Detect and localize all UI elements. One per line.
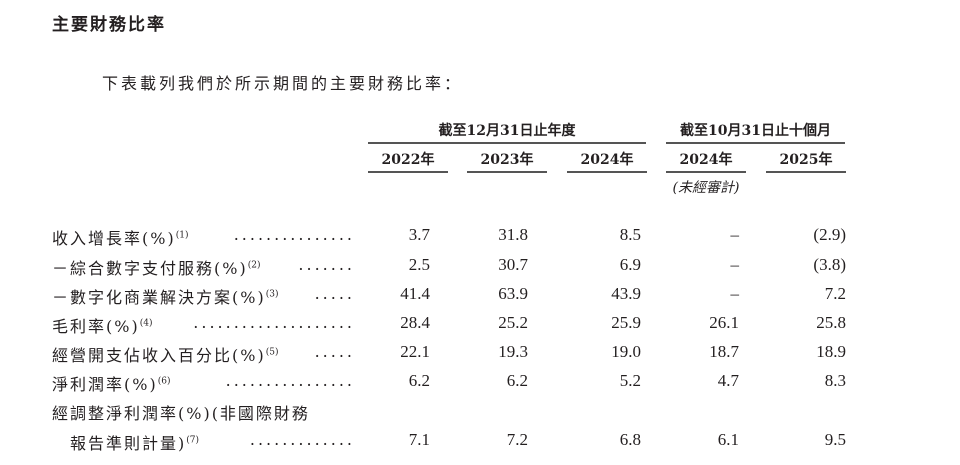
leader-dots: ................ (225, 371, 355, 390)
footnote-ref: (4) (139, 318, 153, 329)
cell-value: 6.2 (408, 371, 430, 390)
table-row: 經調整淨利潤率(%)(非國際財務 (0, 400, 960, 428)
cell-value: 6.1 (717, 430, 739, 449)
row-label: 毛利率(%)(4) (52, 313, 152, 337)
year-header: 2025年 (779, 152, 833, 168)
group-header-fiscal-year: 截至12月31日止年度 (438, 123, 576, 139)
table-row: 報告準則計量)(7)............. 7.1 7.2 6.8 6.1 9.5 (0, 430, 960, 458)
year-rule (567, 171, 647, 173)
cell-value: 28.4 (400, 313, 430, 332)
cell-value: 5.2 (619, 371, 641, 390)
footnote-ref: (5) (265, 347, 279, 358)
year-rule (467, 171, 547, 173)
year-header: 2023年 (480, 152, 534, 168)
cell-value: 6.2 (506, 371, 528, 390)
row-label-text: 報告準則計量) (52, 434, 187, 453)
cell-value: 6.9 (619, 255, 641, 274)
row-label-text: 收入增長率(%) (52, 229, 176, 248)
cell-value: 9.5 (824, 430, 846, 449)
cell-value: – (730, 284, 740, 303)
row-label: 報告準則計量)(7) (52, 430, 199, 454)
cell-value: 63.9 (498, 284, 528, 303)
row-label: 收入增長率(%)(1) (52, 225, 188, 249)
year-rule (666, 171, 746, 173)
row-label-text: －數字化商業解決方案(%) (52, 288, 266, 307)
cell-value: 8.3 (824, 371, 846, 390)
row-label-text: －綜合數字支付服務(%) (52, 259, 248, 278)
row-label-text: 毛利率(%) (52, 317, 140, 336)
cell-value: 7.2 (824, 284, 846, 303)
cell-value: 25.2 (498, 313, 528, 332)
cell-value: 2.5 (408, 255, 430, 274)
unaudited-note: (未經審計) (672, 180, 740, 196)
intro-text: 下表載列我們於所示期間的主要財務比率： (102, 74, 464, 93)
group-rule (666, 142, 845, 144)
row-label-text: 淨利潤率(%) (52, 375, 158, 394)
cell-value: 25.9 (611, 313, 641, 332)
year-rule (766, 171, 846, 173)
cell-value: 41.4 (400, 284, 430, 303)
cell-value: 18.7 (709, 342, 739, 361)
cell-value: 22.1 (400, 342, 430, 361)
row-label: －數字化商業解決方案(%)(3) (52, 284, 278, 308)
cell-value: 25.8 (816, 313, 846, 332)
footnote-ref: (2) (247, 260, 261, 271)
cell-value: 19.3 (498, 342, 528, 361)
cell-value: 30.7 (498, 255, 528, 274)
leader-dots: ..... (314, 284, 355, 303)
leader-dots: ............... (233, 225, 355, 244)
cell-value: (2.9) (813, 225, 846, 244)
year-rule (368, 171, 448, 173)
row-label: 經調整淨利潤率(%)(非國際財務 (52, 400, 310, 424)
table-row: 收入增長率(%)(1)............... 3.7 31.8 8.5 – (2.… (0, 225, 960, 253)
table-row: 毛利率(%)(4).................... 28.4 25.2 25.… (0, 313, 960, 341)
table-row: 淨利潤率(%)(6)................ 6.2 6.2 5.2 4.7 8.… (0, 371, 960, 399)
cell-value: 43.9 (611, 284, 641, 303)
table-row: －綜合數字支付服務(%)(2)....... 2.5 30.7 6.9 – (3.8) (0, 255, 960, 283)
cell-value: 31.8 (498, 225, 528, 244)
leader-dots: ............. (249, 430, 355, 449)
cell-value: 7.1 (408, 430, 430, 449)
year-header: 2024年 (580, 152, 634, 168)
table-row: －數字化商業解決方案(%)(3)..... 41.4 63.9 43.9 – 7.2 (0, 284, 960, 312)
leader-dots: .................... (193, 313, 355, 332)
row-label-text: 經調整淨利潤率(%)(非國際財務 (52, 404, 310, 423)
cell-value: 19.0 (611, 342, 641, 361)
cell-value: 7.2 (506, 430, 528, 449)
cell-value: 6.8 (619, 430, 641, 449)
cell-value: – (730, 255, 740, 274)
row-label: －綜合數字支付服務(%)(2) (52, 255, 260, 279)
leader-dots: ..... (314, 342, 355, 361)
cell-value: 26.1 (709, 313, 739, 332)
cell-value: 18.9 (816, 342, 846, 361)
row-label: 淨利潤率(%)(6) (52, 371, 170, 395)
cell-value: 4.7 (717, 371, 739, 390)
footnote-ref: (6) (157, 376, 171, 387)
group-rule (368, 142, 646, 144)
footnote-ref: (7) (186, 435, 199, 446)
cell-value: – (730, 225, 740, 244)
row-label: 經營開支佔收入百分比(%)(5) (52, 342, 278, 366)
row-label-text: 經營開支佔收入百分比(%) (52, 346, 266, 365)
table-row: 經營開支佔收入百分比(%)(5)..... 22.1 19.3 19.0 18.7 18.… (0, 342, 960, 370)
year-header: 2024年 (679, 152, 733, 168)
group-header-ten-months: 截至10月31日止十個月 (680, 123, 831, 139)
cell-value: 8.5 (619, 225, 641, 244)
footnote-ref: (3) (265, 289, 279, 300)
year-header: 2022年 (381, 152, 435, 168)
footnote-ref: (1) (175, 230, 189, 241)
leader-dots: ....... (298, 255, 355, 274)
cell-value: 3.7 (408, 225, 430, 244)
section-title: 主要財務比率 (52, 15, 166, 35)
cell-value: (3.8) (813, 255, 846, 274)
